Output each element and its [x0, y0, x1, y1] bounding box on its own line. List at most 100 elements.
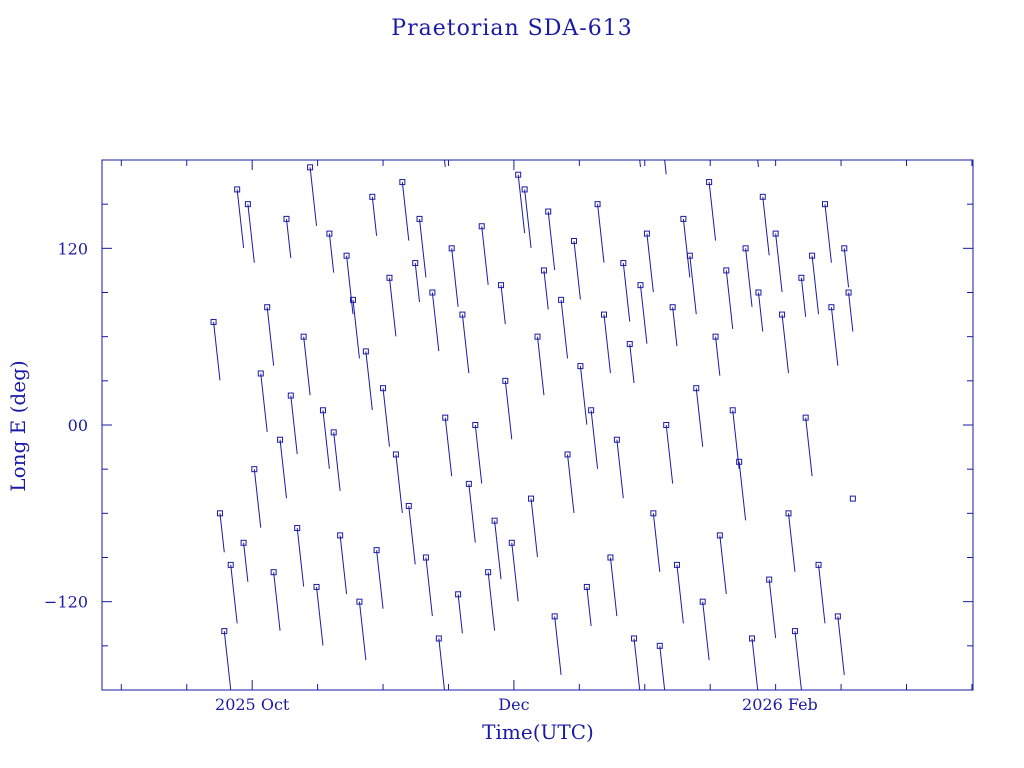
data-point-marker [429, 289, 436, 296]
data-point-marker [798, 274, 805, 281]
data-point-marker [330, 429, 337, 436]
data-point-marker [455, 591, 462, 598]
data-point-marker [240, 539, 247, 546]
data-point-marker [216, 510, 223, 517]
data-point-marker [294, 525, 301, 532]
y-tick-label: 120 [57, 239, 88, 258]
data-point-marker [386, 274, 393, 281]
data-point-marker [264, 304, 271, 311]
x-tick-label: Dec [498, 695, 529, 714]
data-point-marker [594, 201, 601, 208]
data-point-marker [373, 547, 380, 554]
data-point-marker [485, 569, 492, 576]
data-point-marker [337, 532, 344, 539]
data-point-marker [392, 451, 399, 458]
data-point-marker [350, 296, 356, 303]
data-point-marker [399, 179, 406, 186]
data-point-marker [448, 245, 455, 252]
data-point-marker [785, 510, 792, 517]
data-point-marker [723, 267, 730, 274]
data-point-marker [515, 171, 522, 178]
data-point-marker [742, 245, 749, 252]
data-point-marker [815, 561, 822, 568]
data-point-marker [680, 215, 687, 222]
data-point-marker [693, 385, 700, 392]
data-point-marker [412, 260, 419, 267]
data-point-marker [601, 311, 607, 318]
data-layer [210, 160, 856, 690]
data-point-marker [465, 480, 472, 487]
data-point-marker [521, 186, 528, 193]
data-point-marker [791, 628, 798, 635]
data-point-marker [736, 458, 743, 465]
data-point-marker [729, 407, 736, 414]
plot-frame [101, 159, 974, 691]
data-point-marker [528, 495, 535, 502]
data-point-marker [221, 628, 228, 635]
data-point-marker [478, 223, 485, 230]
data-point-marker [502, 377, 509, 384]
data-point-marker [551, 613, 558, 620]
data-point-marker [706, 179, 713, 186]
x-tick-label: 2026 Feb [742, 695, 818, 714]
data-point-marker [416, 215, 423, 222]
data-point-marker [369, 193, 376, 200]
data-point-marker [626, 341, 633, 348]
data-point-marker [244, 201, 251, 208]
data-point-marker [779, 311, 786, 318]
data-point-marker [491, 517, 498, 524]
data-point-marker [210, 318, 217, 325]
data-point-marker [607, 554, 614, 561]
data-point-marker [313, 583, 320, 590]
data-point-marker [631, 635, 638, 642]
data-point-marker [380, 385, 387, 392]
data-point-marker [637, 282, 644, 289]
data-point-marker [300, 333, 307, 340]
data-point-marker [459, 311, 466, 318]
data-point-marker [558, 296, 565, 303]
data-point-marker [686, 252, 693, 259]
series-line [213, 160, 854, 690]
data-point-marker [809, 252, 816, 259]
y-tick-label: −120 [44, 593, 88, 612]
data-point-marker [283, 215, 290, 222]
chart-title: Praetorian SDA-613 [391, 16, 633, 41]
data-point-marker [234, 186, 241, 193]
data-point-marker [749, 635, 756, 642]
data-point-marker [287, 392, 294, 399]
data-point-marker [442, 414, 449, 421]
data-point-marker [307, 164, 314, 171]
data-point-marker [251, 466, 258, 473]
data-point-marker [669, 304, 676, 311]
data-point-marker [343, 252, 350, 259]
y-tick-label: 00 [68, 416, 88, 435]
data-point-marker [841, 245, 848, 252]
data-point-marker [540, 267, 547, 274]
data-point-marker [656, 642, 663, 649]
data-point-marker [227, 561, 234, 568]
data-point-marker [802, 414, 809, 421]
data-point-marker [270, 569, 277, 576]
data-point-marker [712, 333, 719, 340]
data-point-marker [716, 532, 723, 539]
data-point-marker [319, 407, 326, 414]
data-point-marker [583, 583, 590, 590]
data-point-marker [435, 635, 442, 642]
data-point-marker [577, 363, 584, 370]
data-point-marker [821, 201, 828, 208]
data-point-marker [849, 495, 856, 502]
data-point-marker [422, 554, 429, 561]
data-point-marker [845, 289, 852, 296]
data-point-marker [257, 370, 264, 377]
data-point-marker [564, 451, 571, 458]
data-point-marker [534, 333, 541, 340]
data-point-marker [643, 230, 650, 237]
data-point-marker [588, 407, 595, 414]
data-point-marker [755, 289, 762, 296]
data-point-marker [570, 237, 577, 244]
data-point-marker [759, 193, 766, 200]
data-point-marker [663, 422, 670, 428]
data-point-marker [650, 510, 657, 517]
data-point-marker [613, 436, 620, 443]
